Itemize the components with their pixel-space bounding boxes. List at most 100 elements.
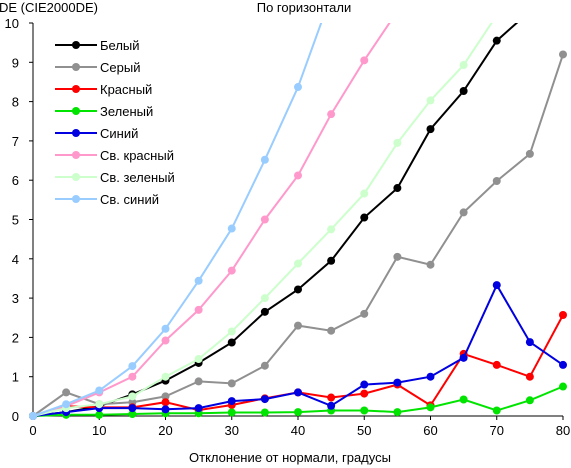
series-3-point — [360, 406, 369, 415]
legend-label: Серый — [100, 60, 140, 75]
series-0-point — [426, 125, 435, 134]
series-4 — [29, 281, 567, 420]
series-4-point — [525, 338, 534, 347]
series-2-point — [327, 393, 336, 402]
x-tick-label: 40 — [291, 423, 305, 438]
legend: Белый Серый Красный Зеленый Синий Св. красный… — [55, 38, 175, 207]
x-tick-label: 80 — [556, 423, 570, 438]
series-0-point — [526, 7, 534, 15]
series-3-point — [426, 403, 435, 412]
legend-entry: Св. красный — [55, 148, 174, 163]
axes: 0 10 20 30 40 50 60 70 80 0 1 2 3 4 5 6 7 8 9 10 — [5, 16, 571, 438]
series-5-point — [393, 7, 401, 15]
series-2-point — [360, 389, 369, 398]
y-tick-label: 8 — [12, 95, 19, 110]
series-7-point — [29, 412, 37, 420]
legend-swatch-marker — [72, 195, 80, 203]
series-3-point — [260, 408, 269, 417]
x-tick-label: 20 — [158, 423, 172, 438]
series-3-point — [128, 410, 137, 419]
series-4-point — [128, 404, 137, 413]
legend-swatch-marker — [72, 151, 80, 159]
series-6-point — [426, 96, 435, 105]
y-tick-label: 2 — [12, 330, 19, 345]
series-6-point — [260, 294, 269, 303]
legend-swatch-marker — [72, 173, 80, 181]
series-4-point — [459, 353, 468, 362]
series-1-point — [260, 361, 269, 370]
series-0-point — [327, 256, 336, 265]
series-4-point — [393, 378, 402, 387]
series-5-point — [360, 56, 369, 65]
series-5-line — [32, 23, 391, 417]
series-6-point — [294, 259, 302, 268]
series-4-point — [161, 405, 170, 414]
legend-label: Синий — [100, 126, 138, 141]
series-0-point — [393, 184, 402, 193]
series-4-point — [559, 360, 567, 369]
series-6-point — [194, 355, 203, 364]
legend-label: Св. красный — [100, 148, 174, 163]
series-7-point — [260, 155, 269, 164]
legend-label: Св. синий — [100, 192, 159, 207]
series-1-point — [525, 149, 534, 158]
series-6-point — [360, 189, 369, 198]
series-5-point — [128, 372, 137, 381]
series-6-point — [459, 61, 468, 70]
series-0-point — [360, 213, 369, 222]
legend-entry: Зеленый — [55, 104, 153, 119]
series-6-point — [493, 11, 501, 19]
series-2-point — [559, 310, 567, 319]
series-0-point — [459, 86, 468, 95]
series-5-point — [227, 266, 236, 275]
y-tick-label: 3 — [12, 291, 19, 306]
x-tick-label: 30 — [225, 423, 239, 438]
series-4-point — [327, 401, 336, 410]
legend-swatch-marker — [72, 41, 80, 49]
plot-area — [29, 7, 567, 420]
legend-label: Красный — [100, 82, 152, 97]
series-0-point — [294, 285, 302, 294]
series-4-point — [260, 395, 269, 404]
series-6-point — [393, 138, 402, 147]
x-tick-label: 10 — [92, 423, 106, 438]
legend-entry: Св. зеленый — [55, 170, 175, 185]
x-tick-label: 60 — [423, 423, 437, 438]
series-4-point — [360, 380, 369, 389]
series-1-point — [492, 176, 501, 185]
y-tick-label: 1 — [12, 370, 19, 385]
series-7-point — [194, 276, 203, 285]
series-5-point — [161, 336, 170, 345]
series-4-point — [492, 281, 501, 290]
series-1-point — [426, 260, 435, 269]
y-tick-label: 4 — [12, 252, 19, 267]
y-tick-label: 7 — [12, 134, 19, 149]
y-tick-label: 0 — [12, 409, 19, 424]
series-3-point — [393, 408, 402, 417]
series-1-point — [559, 50, 567, 59]
series-1-point — [227, 379, 236, 388]
legend-entry: Белый — [55, 38, 140, 53]
legend-entry: Синий — [55, 126, 138, 141]
y-tick-label: 6 — [12, 173, 19, 188]
series-7-line — [32, 23, 323, 417]
legend-swatch-marker — [72, 129, 80, 137]
series-7 — [29, 23, 323, 420]
x-axis-label: Отклонение от нормали, градусы — [189, 450, 391, 465]
series-1-point — [327, 326, 336, 335]
series-6-point — [227, 327, 236, 336]
series-6-point — [161, 372, 170, 381]
series-2-point — [525, 372, 534, 381]
y-tick-label: 9 — [12, 55, 19, 70]
legend-entry: Серый — [55, 60, 140, 75]
series-4-point — [227, 397, 236, 406]
series-6-point — [128, 392, 137, 401]
series-5-point — [294, 171, 302, 180]
y-tick-label: 10 — [5, 16, 19, 31]
series-7-point — [95, 386, 104, 395]
series-4-point — [194, 404, 203, 413]
series-1-point — [194, 377, 203, 386]
x-tick-label: 50 — [357, 423, 371, 438]
series-7-point — [161, 324, 170, 333]
